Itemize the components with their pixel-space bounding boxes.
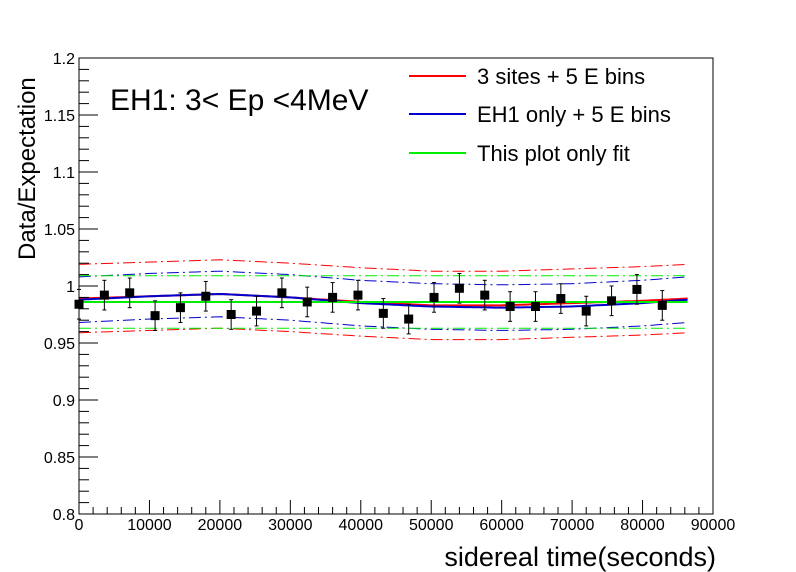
data-point	[150, 311, 160, 321]
data-point	[302, 297, 312, 307]
data-point	[353, 290, 363, 300]
data-point	[581, 306, 591, 316]
data-point	[480, 290, 490, 300]
data-point	[175, 303, 185, 313]
data-point	[277, 288, 287, 298]
y-axis-label: Data/Expectation	[14, 77, 41, 260]
y-tick-label: 0.8	[53, 507, 75, 524]
x-tick-label: 0	[75, 517, 84, 534]
y-axis-ticks: 0.8 0.85 0.9 0.95 1 1.05 1.1 1.15 1.2	[44, 51, 98, 524]
legend: 3 sites + 5 E bins EH1 only + 5 E bins Thi…	[409, 64, 671, 166]
legend-label: This plot only fit	[477, 141, 630, 166]
data-point	[632, 284, 642, 294]
x-tick-label: 90000	[691, 517, 736, 534]
data-point	[454, 283, 464, 293]
y-tick-label: 1.15	[44, 108, 75, 125]
data-point	[378, 308, 388, 318]
data-point	[201, 291, 211, 301]
data-point	[226, 310, 236, 319]
band-upper-series-1	[78, 270, 688, 286]
data-point	[505, 302, 515, 312]
band-upper-series-0	[78, 259, 688, 272]
data-point	[404, 314, 414, 324]
x-tick-label: 20000	[198, 517, 243, 534]
x-tick-label: 30000	[268, 517, 313, 534]
band-lower-series-0	[78, 327, 688, 341]
data-point	[607, 296, 617, 306]
data-point	[657, 300, 667, 310]
data-point	[125, 288, 135, 298]
x-axis-ticks: 0 10000 20000 30000 40000 50000 60000 70000 8000…	[75, 500, 736, 534]
data-point	[328, 292, 338, 302]
legend-label: 3 sites + 5 E bins	[477, 64, 645, 89]
y-tick-label: 1.2	[53, 51, 75, 68]
data-point	[556, 294, 566, 304]
x-tick-label: 70000	[550, 517, 595, 534]
y-tick-label: 1	[66, 279, 75, 296]
data-point	[252, 306, 262, 316]
x-tick-label: 80000	[620, 517, 665, 534]
x-tick-label: 40000	[339, 517, 384, 534]
data-point	[530, 302, 540, 312]
data-point	[99, 290, 109, 300]
y-tick-label: 0.95	[44, 336, 75, 353]
x-tick-label: 10000	[127, 517, 172, 534]
x-tick-label: 50000	[409, 517, 454, 534]
x-axis-label: sidereal time(seconds)	[444, 542, 716, 572]
error-bands	[78, 259, 688, 341]
y-tick-label: 0.85	[44, 450, 75, 467]
y-tick-label: 1.05	[44, 222, 75, 239]
y-tick-label: 1.1	[53, 165, 75, 182]
y-tick-label: 0.9	[53, 393, 75, 410]
data-point	[429, 292, 439, 302]
x-tick-label: 60000	[479, 517, 524, 534]
plot-title: EH1: 3< Ep <4MeV	[110, 84, 369, 117]
legend-label: EH1 only + 5 E bins	[477, 102, 671, 127]
